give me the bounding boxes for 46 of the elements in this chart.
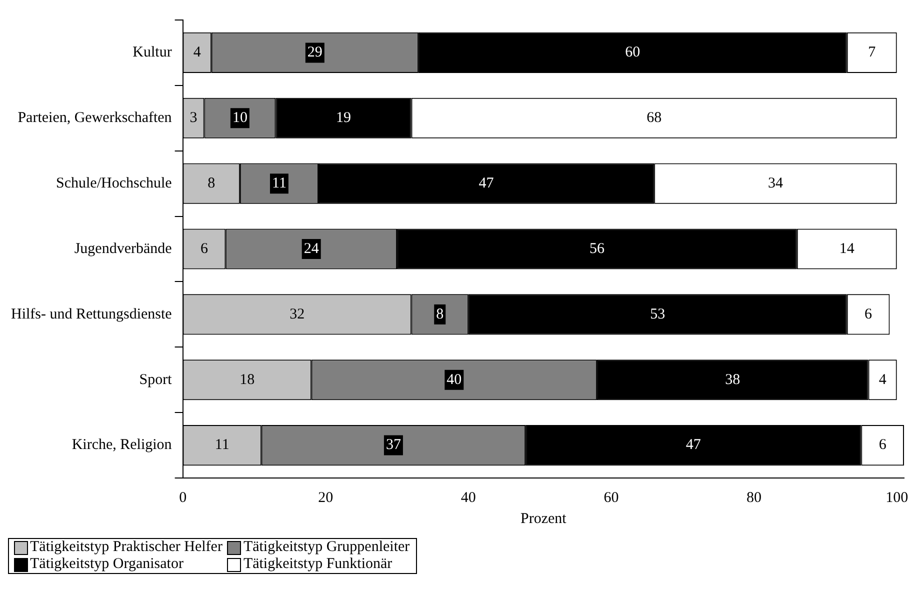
data-label: 47: [686, 437, 702, 454]
data-label: 8: [208, 176, 216, 192]
data-label: 11: [272, 176, 286, 192]
data-label: 24: [304, 240, 320, 257]
y-tick-label: Schule/Hochschule: [56, 176, 172, 192]
data-label: 11: [214, 437, 230, 454]
data-label: 68: [646, 110, 662, 126]
legend-label: Tätigkeitstyp Organisator: [30, 556, 184, 573]
data-label: 29: [307, 44, 322, 61]
data-label: 7: [868, 44, 876, 61]
data-label: 37: [386, 437, 402, 454]
data-label: 4: [878, 372, 887, 388]
y-tick-label: Jugendverbände: [74, 240, 172, 257]
y-tick-label: Kirche, Religion: [72, 437, 172, 454]
data-label: 60: [625, 44, 640, 61]
y-tick-label: Parteien, Gewerkschaften: [18, 110, 172, 126]
x-tick-label: 100: [886, 490, 908, 506]
data-label: 14: [839, 240, 855, 257]
data-label: 56: [589, 240, 605, 257]
x-tick-label: 60: [604, 490, 619, 506]
data-label: 6: [864, 306, 873, 322]
data-label: 32: [290, 306, 305, 322]
y-tick-label: Sport: [139, 372, 173, 388]
data-label: 10: [232, 110, 248, 126]
data-label: 6: [200, 240, 208, 257]
data-label: 40: [446, 372, 462, 388]
data-label: 6: [878, 437, 887, 454]
data-label: 38: [725, 372, 740, 388]
legend-label: Tätigkeitstyp Gruppenleiter: [243, 539, 410, 556]
data-label: 19: [336, 110, 351, 126]
legend-label: Tätigkeitstyp Funktionär: [243, 556, 392, 573]
data-label: 8: [436, 306, 444, 322]
data-label: 3: [190, 110, 198, 126]
x-tick-label: 40: [460, 490, 476, 506]
y-tick-label: Hilfs- und Rettungsdienste: [10, 306, 172, 322]
data-label: 47: [478, 176, 494, 192]
x-tick-label: 20: [318, 490, 334, 506]
x-tick-label: 80: [746, 490, 762, 506]
data-label: 53: [650, 306, 666, 322]
data-label: 4: [193, 44, 202, 61]
y-tick-label: Kultur: [132, 44, 172, 61]
data-label: 18: [240, 372, 255, 388]
data-label: 34: [768, 176, 784, 192]
x-axis-title: Prozent: [520, 510, 568, 527]
x-tick-label: 0: [179, 490, 187, 506]
legend-label: Tätigkeitstyp Praktischer Helfer: [30, 539, 222, 556]
